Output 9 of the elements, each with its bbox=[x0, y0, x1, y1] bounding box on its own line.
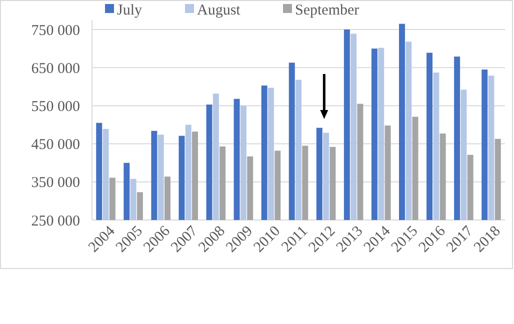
y-tick-label: 250 000 bbox=[31, 213, 80, 230]
y-tick-label: 350 000 bbox=[31, 175, 80, 192]
y-tick-label: 750 000 bbox=[31, 22, 80, 39]
legend-label: August bbox=[197, 2, 242, 18]
y-tick-label: 650 000 bbox=[31, 60, 80, 77]
y-tick-label: 550 000 bbox=[31, 98, 80, 115]
legend-label: September bbox=[295, 2, 360, 18]
y-tick-label: 450 000 bbox=[31, 137, 80, 154]
legend-label: July bbox=[117, 2, 143, 18]
